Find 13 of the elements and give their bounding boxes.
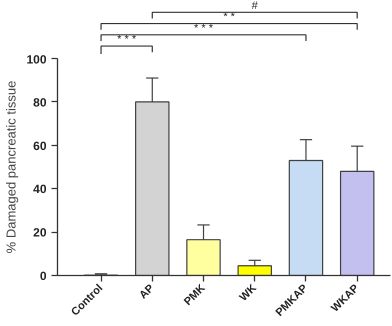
- text: * * *: [194, 22, 214, 34]
- y-axis-title: % Damaged pancreatic tissue: [3, 80, 18, 254]
- y-tick-label: 60: [33, 138, 47, 153]
- y-tick-label: 80: [33, 95, 47, 110]
- text: * *: [223, 11, 236, 23]
- y-tick-label: 40: [33, 182, 47, 196]
- y-tick-label: 20: [33, 226, 47, 240]
- y-tick-label: 100: [26, 52, 47, 66]
- text: * * *: [117, 34, 137, 46]
- x-tick-label: AP: [137, 282, 157, 302]
- text: #: [252, 0, 259, 12]
- x-tick-label: WK: [238, 282, 260, 304]
- y-tick-label: 0: [40, 269, 47, 283]
